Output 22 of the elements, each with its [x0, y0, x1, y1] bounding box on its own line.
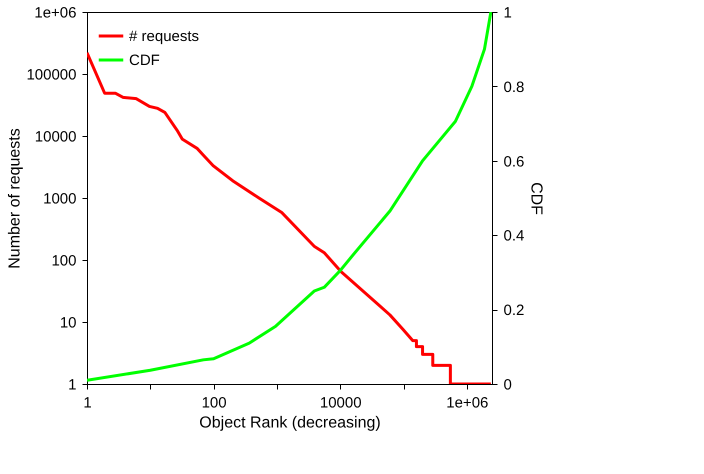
- y-tick-label: 1e+06: [34, 4, 76, 22]
- y2-axis-title: CDF: [527, 182, 544, 216]
- y2-tick-label: 0.4: [504, 228, 524, 245]
- y-tick-label: 1000: [43, 190, 76, 208]
- y-tick-label: 10: [60, 314, 76, 332]
- x-axis-title: Object Rank (decreasing): [199, 414, 381, 432]
- legend-label: CDF: [129, 52, 160, 69]
- y-axis-title: Number of requests: [6, 128, 24, 269]
- x-tick-label: 100: [202, 394, 227, 412]
- y-tick-label: 100: [51, 252, 76, 270]
- y2-tick-label: 1: [504, 4, 512, 22]
- legend-label: # requests: [129, 28, 200, 45]
- y-tick-label: 100000: [26, 66, 76, 84]
- y2-tick-label: 0: [504, 376, 512, 394]
- x-tick-label: 1: [83, 394, 92, 412]
- x-tick-label: 1e+06: [446, 394, 488, 412]
- y-tick-label: 1: [68, 376, 76, 394]
- y2-tick-label: 0.6: [504, 153, 524, 170]
- y2-tick-label: 0.2: [504, 302, 524, 320]
- y2-tick-label: 0.8: [504, 78, 524, 96]
- y-tick-label: 10000: [34, 128, 76, 146]
- x-tick-label: 10000: [320, 394, 362, 412]
